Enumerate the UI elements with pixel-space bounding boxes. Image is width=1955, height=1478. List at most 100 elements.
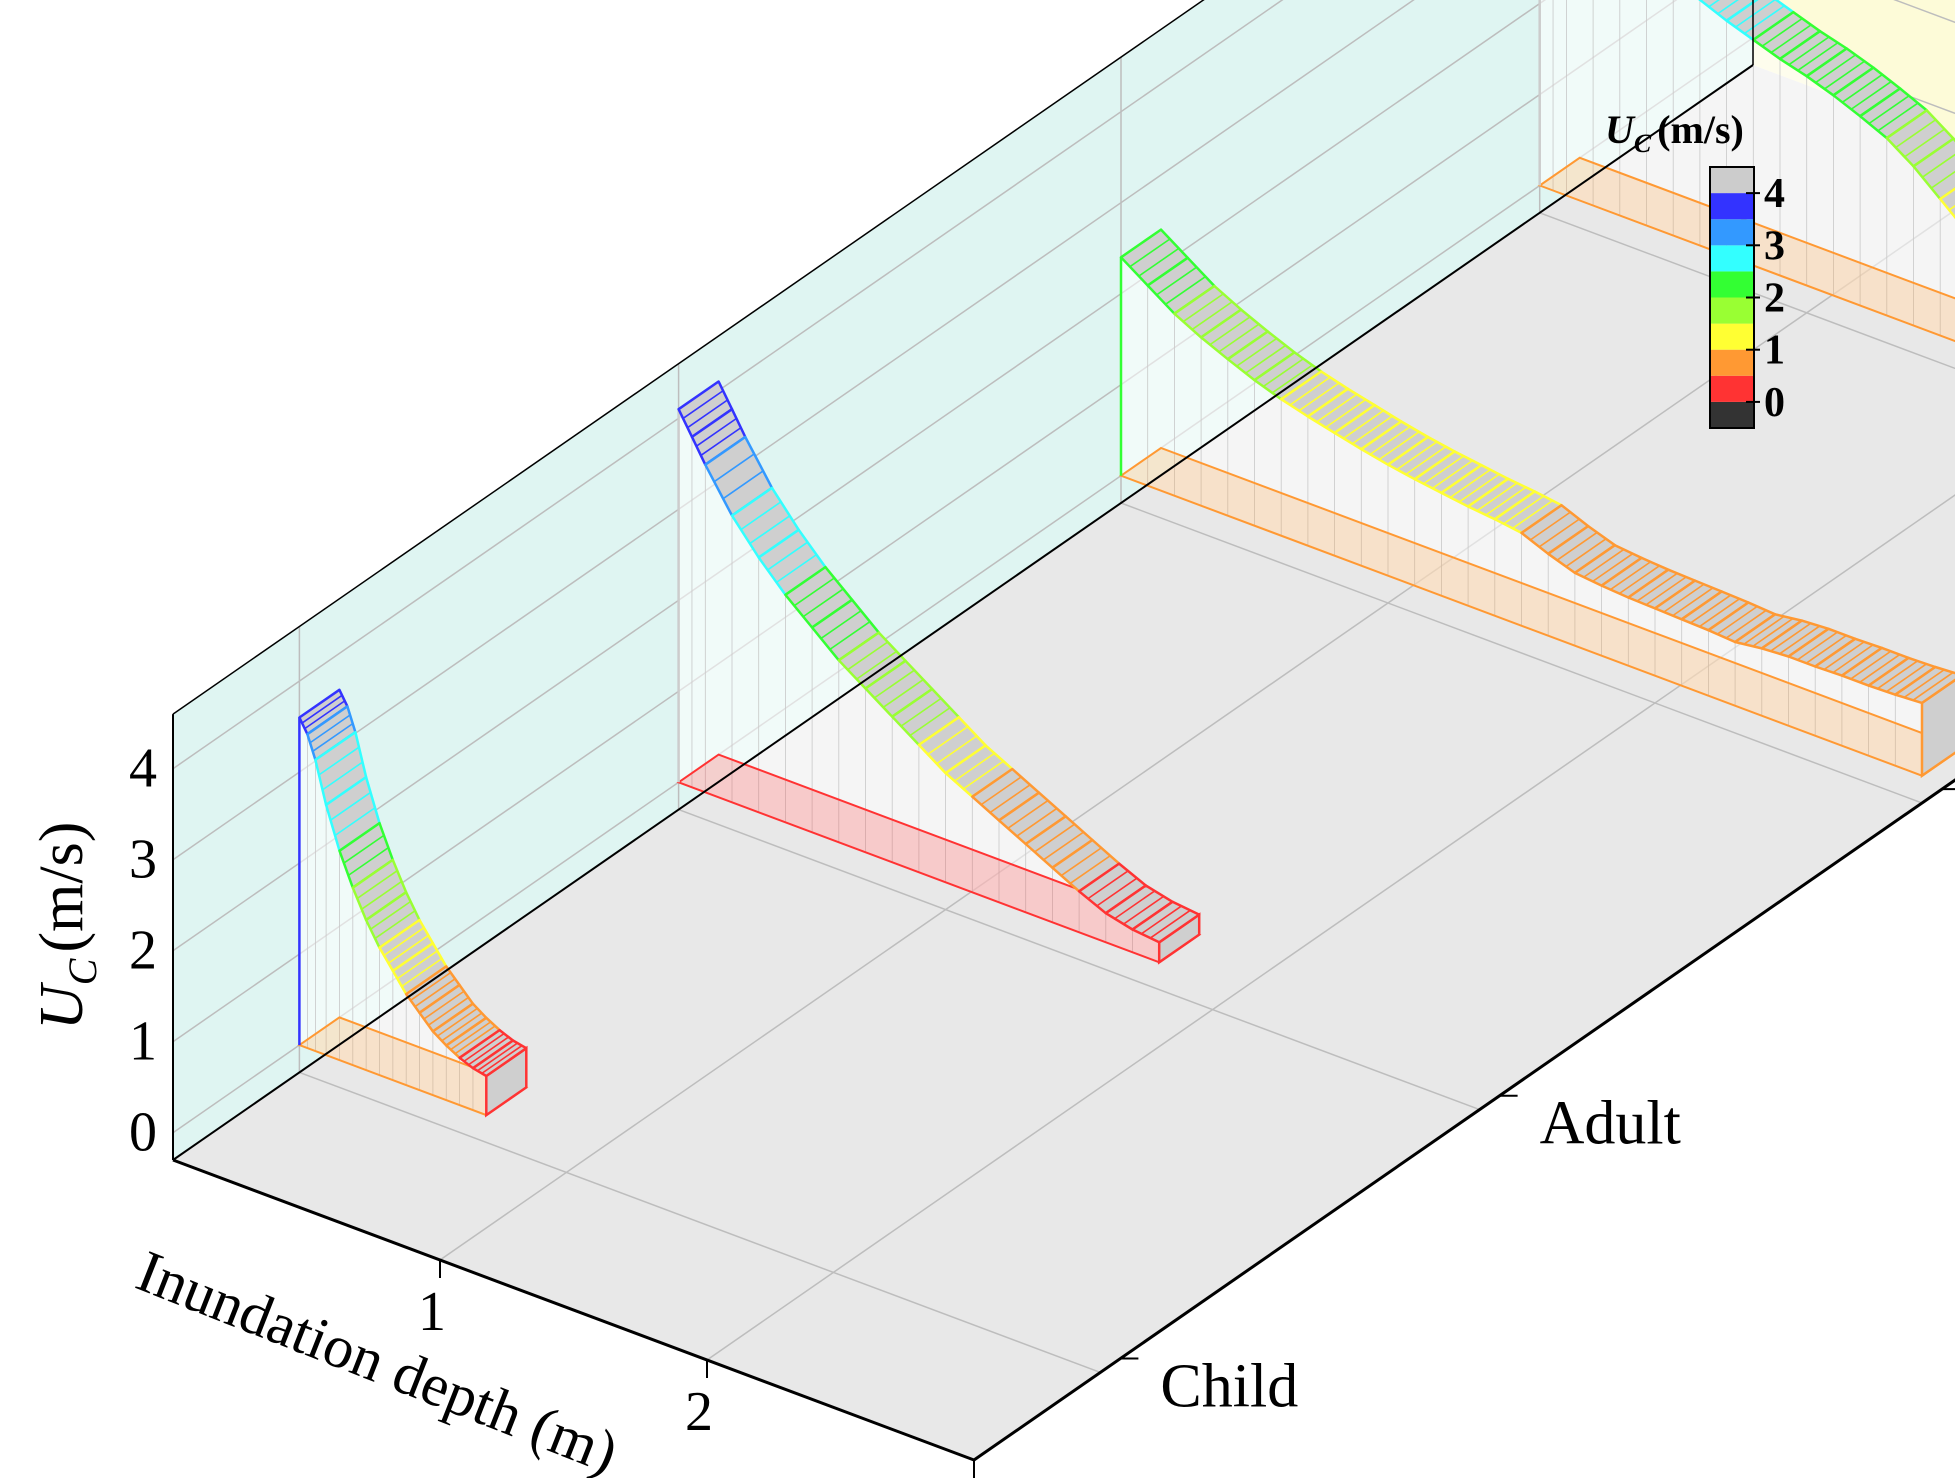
ribbon-stripe [1298, 382, 1340, 412]
svg-text:UC(m/s): UC(m/s) [1605, 107, 1744, 158]
z-axis-label-sub: C [60, 957, 105, 985]
ribbon-stripe [1797, 42, 1839, 72]
ribbon-stripe [1149, 909, 1191, 939]
ribbon-stripe [1841, 73, 1883, 103]
ribbon-stripe [1034, 823, 1076, 853]
ribbon-stripe [802, 588, 844, 618]
colorbar-swatch [1710, 297, 1754, 324]
ribbon-stripe [1725, 609, 1767, 639]
colorbar-title-unit: (m/s) [1657, 107, 1744, 152]
colorbar-tick-label: 4 [1764, 171, 1785, 217]
ribbon-stripe [682, 390, 724, 420]
ribbon-stripe [361, 880, 403, 910]
floor-gridline [678, 808, 1480, 1111]
ribbons [297, 0, 1955, 1118]
ribbon-stripe [1877, 102, 1919, 132]
axes-frame [172, 0, 1955, 1462]
ribbon-stripe [1672, 587, 1714, 617]
ribbon-stripe [829, 621, 871, 651]
colorbar-swatch [1710, 219, 1754, 246]
ribbon-stripe [873, 669, 915, 699]
floor-gridline [1120, 502, 1923, 804]
ribbon-stripe [334, 807, 376, 837]
ribbon-stripe [749, 515, 791, 545]
ribbon-stripe [1262, 358, 1304, 388]
ribbon-stripe [1610, 561, 1651, 591]
ribbon-stripe [713, 453, 755, 483]
ribbon-stripe [1378, 431, 1420, 461]
ribbon-stripe [1859, 653, 1901, 683]
ribbon-stripe [1770, 24, 1812, 54]
ribbon-stripe [1140, 905, 1182, 935]
ribbon-stripe [909, 707, 951, 737]
ribbon-stripe [304, 700, 346, 730]
colorbar: UC (m/s) 0 1 2 3 4 [1605, 107, 1785, 429]
floor-gridline [1539, 212, 1955, 370]
ribbon-stripe [401, 957, 443, 988]
ribbon-stripe [347, 846, 389, 877]
ribbon-stripe [1191, 301, 1233, 331]
ribbon-stripe [1796, 631, 1838, 661]
ribbon-stripe [301, 694, 343, 724]
ribbon-side-panel [299, 717, 487, 1116]
ribbon-stripe [1316, 393, 1358, 423]
floor-plane [173, 65, 1955, 1460]
ribbon-stripe [1485, 486, 1527, 516]
ribbon-stripe [374, 910, 416, 940]
ribbon-stripe [882, 678, 924, 708]
z-tick-label: 4 [129, 738, 157, 800]
ribbon-stripe [1087, 870, 1129, 900]
ribbon-stripe [954, 752, 995, 782]
ribbon-stripe [695, 417, 737, 447]
ribbon-stripe [356, 870, 398, 900]
ribbon-stripe [1788, 36, 1830, 66]
ribbon-stripe [383, 927, 425, 957]
ribbon-stripe [1043, 831, 1084, 861]
colorbar-swatch [1710, 167, 1754, 194]
ribbon-stripe [1636, 572, 1678, 602]
ribbon-stripe [1369, 425, 1411, 456]
ribbon-stripe [309, 714, 351, 744]
ribbon-stripe [476, 1042, 518, 1072]
ribbon-stripe [427, 996, 469, 1026]
ribbon-stripe [793, 577, 835, 607]
ribbon-stripe [1182, 293, 1224, 323]
z-tick-label: 2 [129, 920, 157, 982]
ribbon-stripe [700, 427, 742, 457]
ribbon-stripe [1850, 80, 1892, 110]
colorbar-title-sub: C [1634, 129, 1652, 158]
colorbar-swatch [1710, 375, 1754, 402]
ribbon-stripe [980, 776, 1022, 806]
floor-gridline [299, 1071, 1101, 1374]
ribbon-stripe [1538, 518, 1580, 548]
ribbon-stripe [1903, 669, 1945, 699]
ribbon-stripe [989, 784, 1031, 814]
ribbon-stripe [1770, 622, 1812, 652]
colorbar-title-main: U [1605, 107, 1636, 152]
ribbon-stripe [1877, 660, 1918, 690]
ribbon-stripe [1351, 415, 1393, 445]
ribbon-stripe [1761, 17, 1803, 47]
ribbon-stripe [468, 1036, 509, 1066]
side-wall [173, 0, 1753, 1160]
colorbar-swatch [1710, 401, 1754, 428]
category-axis-line [973, 778, 1955, 1462]
z-tick-label: 0 [129, 1102, 157, 1164]
ribbon-stripe [318, 746, 360, 776]
ribbon-stripe [1850, 650, 1892, 680]
ribbon-stripe [1592, 553, 1634, 583]
ribbon-stripe [481, 1045, 523, 1075]
ribbon-stripe [1735, 0, 1776, 28]
colorbar-tick-label: 2 [1764, 276, 1785, 322]
ribbon-stripe [1815, 54, 1857, 84]
series-ribbon-child [297, 688, 529, 1118]
ribbon-stripe [1645, 576, 1687, 606]
ribbon-stripe [1529, 511, 1571, 541]
ribbon-stripe [1016, 807, 1058, 837]
ribbon-stripe [343, 834, 385, 864]
colorbar-tick-label: 0 [1764, 380, 1785, 426]
ribbon-stripe [1868, 95, 1910, 125]
ribbon-stripe [1165, 275, 1206, 305]
z-axis-label-main: U [28, 981, 96, 1030]
ribbon-stripe [1396, 441, 1438, 471]
